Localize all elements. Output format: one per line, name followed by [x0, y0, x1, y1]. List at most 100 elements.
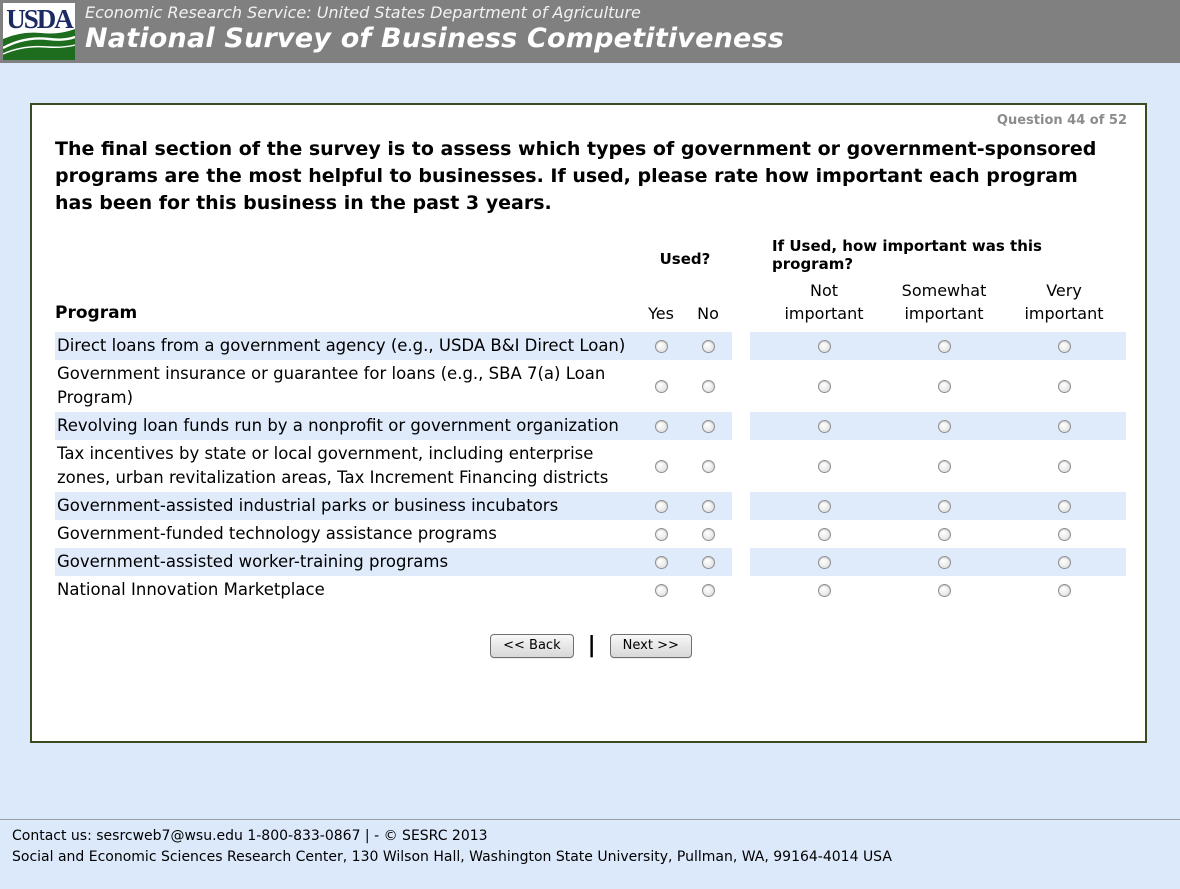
importance-cells [750, 492, 1126, 520]
radio-somewhat-important[interactable] [937, 419, 951, 433]
somewhat-important-column-header: Somewhat important [901, 281, 987, 323]
very-important-cell [1004, 379, 1124, 393]
radio-used-no[interactable] [701, 459, 715, 473]
radio-used-no[interactable] [701, 555, 715, 569]
radio-somewhat-important[interactable] [937, 379, 951, 393]
very-important-cell [1004, 339, 1124, 353]
radio-somewhat-important[interactable] [937, 555, 951, 569]
not-important-cell [764, 419, 884, 433]
radio-used-yes[interactable] [654, 379, 668, 393]
radio-not-important[interactable] [817, 499, 831, 513]
radio-somewhat-important[interactable] [937, 339, 951, 353]
radio-used-yes[interactable] [654, 459, 668, 473]
somewhat-important-cell [884, 379, 1004, 393]
not-important-cell [764, 339, 884, 353]
somewhat-important-cell [884, 419, 1004, 433]
program-table: Used? If Used, how important was this pr… [55, 237, 1127, 604]
used-no-cell [684, 412, 732, 440]
somewhat-important-cell [884, 499, 1004, 513]
radio-not-important[interactable] [817, 339, 831, 353]
used-yes-cell [638, 412, 684, 440]
table-row: Tax incentives by state or local governm… [55, 440, 1127, 492]
used-no-cell [684, 360, 732, 412]
importance-cells [750, 412, 1126, 440]
radio-not-important[interactable] [817, 527, 831, 541]
no-column-header: No [697, 304, 719, 323]
radio-very-important[interactable] [1057, 419, 1071, 433]
agency-line: Economic Research Service: United States… [85, 3, 641, 22]
radio-not-important[interactable] [817, 459, 831, 473]
usda-logo: USDA [2, 3, 76, 60]
radio-very-important[interactable] [1057, 583, 1071, 597]
column-gap [732, 412, 750, 440]
used-yes-cell [638, 520, 684, 548]
radio-used-yes[interactable] [654, 419, 668, 433]
radio-used-yes[interactable] [654, 527, 668, 541]
navigation-buttons: << Back | Next >> [55, 634, 1127, 658]
header-titles: Economic Research Service: United States… [85, 0, 784, 56]
radio-used-no[interactable] [701, 339, 715, 353]
question-progress: Question 44 of 52 [996, 113, 1127, 128]
radio-very-important[interactable] [1057, 527, 1071, 541]
importance-cells [750, 360, 1126, 412]
importance-cells [750, 520, 1126, 548]
used-yes-cell [638, 576, 684, 604]
radio-somewhat-important[interactable] [937, 583, 951, 597]
site-footer: Contact us: sesrcweb7@wsu.edu 1-800-833-… [0, 819, 1180, 878]
program-label: National Innovation Marketplace [57, 580, 325, 599]
somewhat-important-cell [884, 527, 1004, 541]
importance-column-headers: Not important Somewhat important Very im… [750, 279, 1126, 325]
used-no-cell [684, 492, 732, 520]
radio-very-important[interactable] [1057, 379, 1071, 393]
program-label: Revolving loan funds run by a nonprofit … [55, 412, 638, 440]
importance-cells [750, 440, 1126, 492]
not-important-cell [764, 583, 884, 597]
used-yes-cell [638, 440, 684, 492]
very-important-cell [1004, 583, 1124, 597]
radio-somewhat-important[interactable] [937, 527, 951, 541]
very-important-cell [1004, 527, 1124, 541]
very-important-cell [1004, 419, 1124, 433]
radio-used-no[interactable] [701, 583, 715, 597]
radio-very-important[interactable] [1057, 555, 1071, 569]
not-important-cell [764, 527, 884, 541]
program-label: Government-funded technology assistance … [57, 524, 497, 543]
radio-not-important[interactable] [817, 555, 831, 569]
radio-used-no[interactable] [701, 379, 715, 393]
not-important-cell [764, 499, 884, 513]
table-header-row-columns: Program Yes No Not important Somewhat im… [55, 279, 1127, 325]
table-row: Government insurance or guarantee for lo… [55, 360, 1127, 412]
table-row: National Innovation Marketplace [55, 576, 1127, 604]
radio-used-no[interactable] [701, 499, 715, 513]
radio-used-yes[interactable] [654, 555, 668, 569]
radio-not-important[interactable] [817, 379, 831, 393]
not-important-column-header: Not important [784, 281, 864, 323]
table-row: Revolving loan funds run by a nonprofit … [55, 412, 1127, 440]
radio-very-important[interactable] [1057, 499, 1071, 513]
question-text: The final section of the survey is to as… [55, 138, 1097, 214]
program-label: Government-assisted industrial parks or … [55, 492, 638, 520]
used-no-cell [684, 520, 732, 548]
column-gap [732, 332, 750, 360]
radio-used-yes[interactable] [654, 583, 668, 597]
program-label: Tax incentives by state or local governm… [57, 444, 609, 487]
next-button[interactable]: Next >> [609, 634, 692, 658]
radio-used-yes[interactable] [654, 499, 668, 513]
very-important-cell [1004, 499, 1124, 513]
radio-very-important[interactable] [1057, 459, 1071, 473]
radio-not-important[interactable] [817, 419, 831, 433]
radio-not-important[interactable] [817, 583, 831, 597]
radio-very-important[interactable] [1057, 339, 1071, 353]
radio-used-no[interactable] [701, 419, 715, 433]
radio-used-no[interactable] [701, 527, 715, 541]
radio-somewhat-important[interactable] [937, 499, 951, 513]
used-no-cell [684, 576, 732, 604]
very-important-cell [1004, 459, 1124, 473]
back-button[interactable]: << Back [490, 634, 574, 658]
radio-somewhat-important[interactable] [937, 459, 951, 473]
table-row: Direct loans from a government agency (e… [55, 332, 1127, 360]
radio-used-yes[interactable] [654, 339, 668, 353]
program-label: Government-assisted worker-training prog… [55, 548, 638, 576]
used-group-header: Used? [659, 250, 711, 268]
